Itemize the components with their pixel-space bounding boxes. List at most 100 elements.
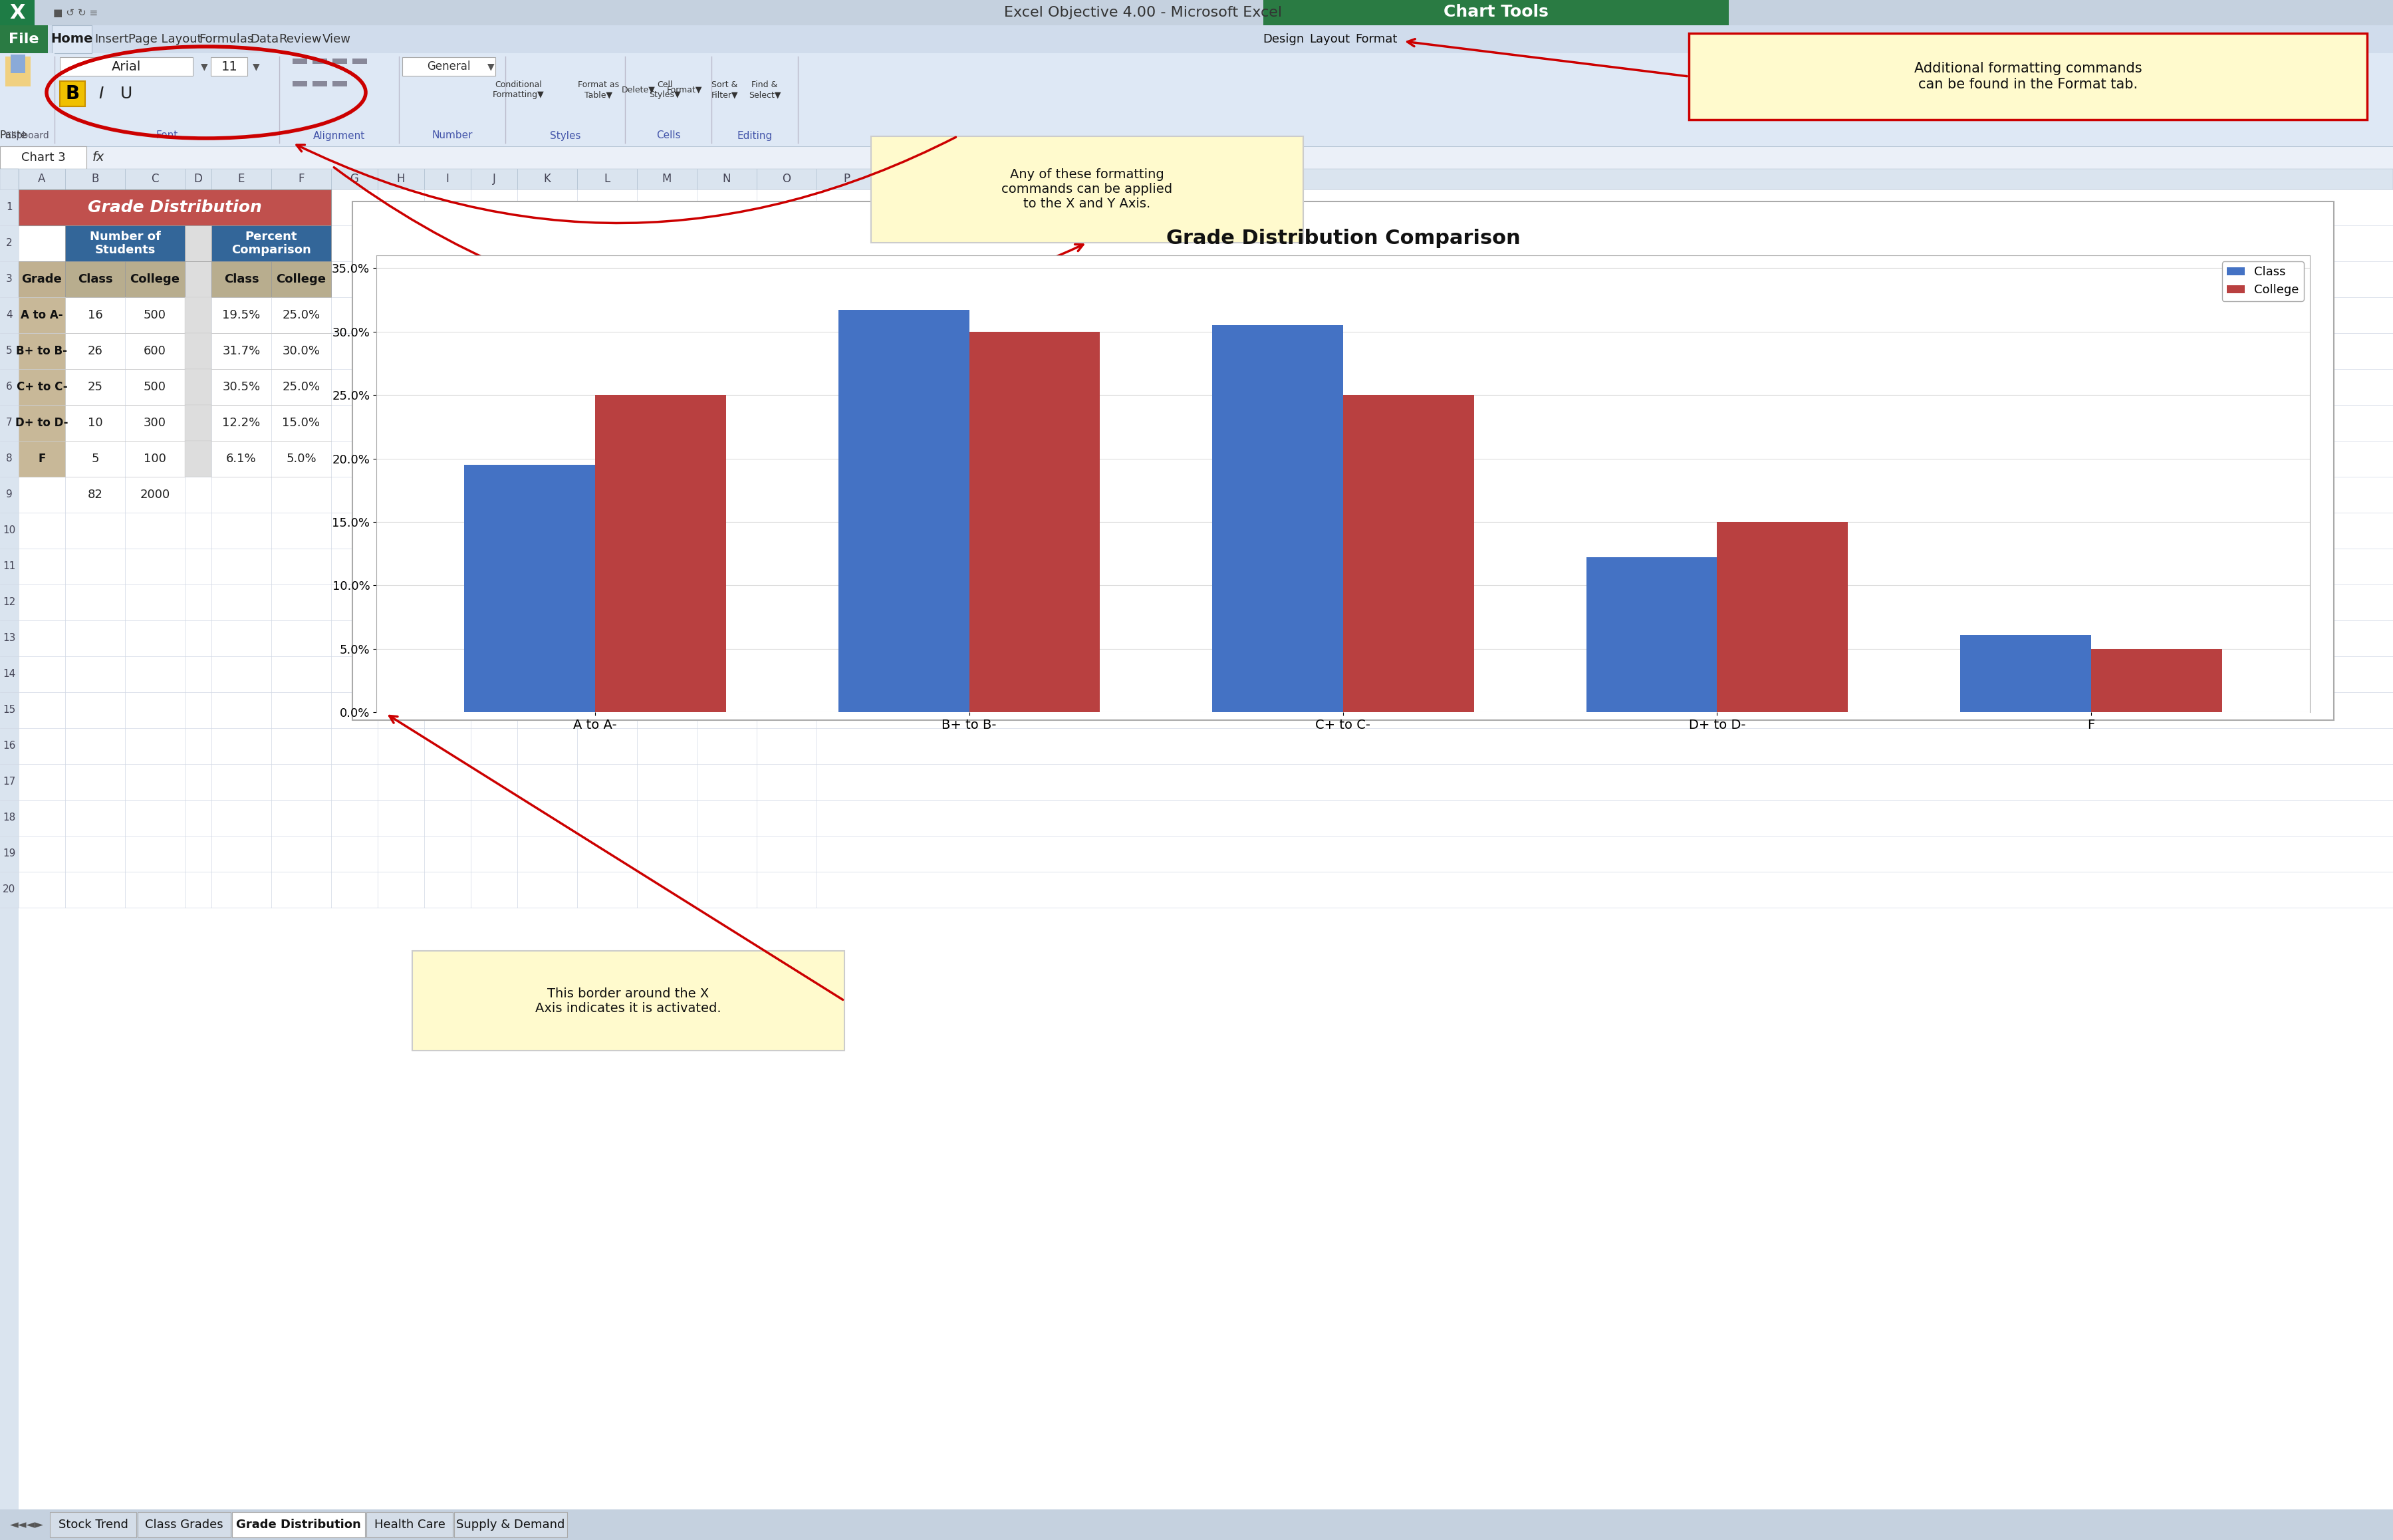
Text: 7: 7 [7, 417, 12, 428]
Text: View: View [323, 34, 352, 45]
FancyBboxPatch shape [50, 1512, 136, 1537]
Text: F: F [38, 453, 45, 465]
Text: 6: 6 [7, 382, 12, 393]
FancyBboxPatch shape [412, 950, 845, 1050]
FancyBboxPatch shape [211, 262, 270, 297]
Text: 17: 17 [2, 778, 17, 787]
Text: 500: 500 [144, 380, 165, 393]
Text: Formulas: Formulas [199, 34, 254, 45]
FancyBboxPatch shape [184, 225, 211, 262]
FancyBboxPatch shape [184, 297, 211, 333]
Text: 9: 9 [7, 490, 12, 499]
Bar [838, 310, 969, 713]
Text: College: College [129, 273, 179, 285]
Text: 5.0%: 5.0% [287, 453, 316, 465]
Text: Editing: Editing [737, 131, 773, 140]
FancyBboxPatch shape [333, 59, 347, 63]
FancyBboxPatch shape [1264, 0, 1728, 32]
Legend: Class, College: Class, College [2221, 262, 2304, 300]
Text: Arial: Arial [112, 60, 141, 72]
FancyBboxPatch shape [0, 169, 19, 189]
Text: 31.7%: 31.7% [223, 345, 261, 357]
FancyBboxPatch shape [211, 225, 330, 262]
FancyBboxPatch shape [5, 57, 31, 86]
Text: ▼: ▼ [201, 62, 208, 71]
Text: D+ to D-: D+ to D- [14, 417, 69, 428]
FancyBboxPatch shape [333, 82, 347, 86]
Bar [1718, 522, 1847, 713]
Text: Grade: Grade [22, 273, 62, 285]
FancyBboxPatch shape [65, 262, 124, 297]
Bar [1342, 396, 1474, 713]
Text: Font: Font [156, 131, 177, 140]
Text: G: G [349, 172, 359, 185]
Text: 8: 8 [7, 454, 12, 464]
Text: 16: 16 [89, 310, 103, 322]
Text: ■ ↺ ↻ ≡: ■ ↺ ↻ ≡ [53, 8, 98, 17]
Bar [1587, 557, 1718, 713]
Text: Additional formatting commands
can be found in the Format tab.: Additional formatting commands can be fo… [1914, 62, 2142, 91]
Text: Cell
Styles▼: Cell Styles▼ [649, 80, 680, 99]
Text: Conditional
Formatting▼: Conditional Formatting▼ [493, 80, 546, 99]
Bar [596, 396, 725, 713]
Text: J: J [493, 172, 495, 185]
Text: 5: 5 [7, 346, 12, 356]
Text: N: N [723, 172, 730, 185]
Text: M: M [663, 172, 672, 185]
Text: Health Care: Health Care [373, 1518, 445, 1531]
Text: D: D [194, 172, 203, 185]
FancyBboxPatch shape [53, 25, 91, 54]
Bar [969, 331, 1101, 713]
Text: 19.5%: 19.5% [223, 310, 261, 322]
Text: 18: 18 [2, 813, 17, 822]
Text: P: P [842, 172, 850, 185]
Text: 16: 16 [2, 741, 17, 752]
FancyBboxPatch shape [19, 440, 65, 477]
FancyBboxPatch shape [10, 54, 26, 72]
Text: O: O [783, 172, 792, 185]
FancyBboxPatch shape [65, 225, 184, 262]
Text: Layout: Layout [1309, 34, 1350, 45]
Text: Design: Design [1264, 34, 1304, 45]
Text: 600: 600 [144, 345, 165, 357]
FancyBboxPatch shape [0, 1509, 2393, 1540]
Text: 2000: 2000 [139, 488, 170, 500]
FancyBboxPatch shape [139, 1512, 230, 1537]
FancyBboxPatch shape [352, 202, 2333, 721]
Text: 3: 3 [7, 274, 12, 285]
Text: Format▼: Format▼ [668, 85, 704, 94]
Text: 100: 100 [144, 453, 165, 465]
Bar [1960, 634, 2091, 713]
Text: Class: Class [77, 273, 112, 285]
Text: Paste: Paste [0, 131, 26, 140]
Text: Excel Objective 4.00 - Microsoft Excel: Excel Objective 4.00 - Microsoft Excel [1005, 6, 1283, 20]
Text: 15: 15 [2, 705, 17, 715]
Text: Class Grades: Class Grades [146, 1518, 223, 1531]
Text: Find &
Select▼: Find & Select▼ [749, 80, 780, 99]
Text: Chart 3: Chart 3 [22, 151, 65, 163]
Text: Data: Data [251, 34, 280, 45]
FancyBboxPatch shape [270, 262, 330, 297]
FancyBboxPatch shape [352, 59, 366, 63]
Title: Grade Distribution Comparison: Grade Distribution Comparison [1165, 229, 1520, 248]
Text: General: General [426, 60, 471, 72]
FancyBboxPatch shape [211, 57, 246, 75]
FancyBboxPatch shape [19, 333, 65, 370]
Text: 11: 11 [220, 60, 237, 72]
FancyBboxPatch shape [60, 82, 86, 106]
Text: 14: 14 [2, 670, 17, 679]
Text: 500: 500 [144, 310, 165, 322]
FancyBboxPatch shape [184, 333, 211, 370]
Text: 30.0%: 30.0% [282, 345, 321, 357]
FancyBboxPatch shape [313, 59, 328, 63]
FancyBboxPatch shape [0, 189, 2393, 1509]
Text: 4: 4 [7, 310, 12, 320]
FancyBboxPatch shape [366, 1512, 452, 1537]
FancyBboxPatch shape [184, 262, 211, 297]
FancyBboxPatch shape [232, 1512, 366, 1537]
Text: Page Layout: Page Layout [129, 34, 201, 45]
FancyBboxPatch shape [124, 262, 184, 297]
FancyBboxPatch shape [184, 405, 211, 440]
Text: 13: 13 [2, 633, 17, 644]
Text: 19: 19 [2, 849, 17, 859]
